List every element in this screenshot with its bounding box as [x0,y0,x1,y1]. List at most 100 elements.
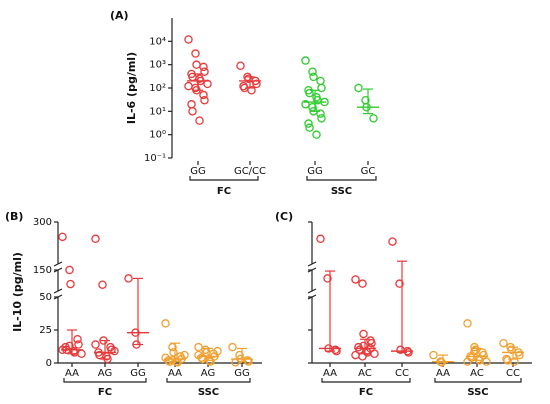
data-point [213,346,222,356]
y-tick-label: 10³ [149,60,166,71]
y-tick-label: 10⁻¹ [144,153,166,164]
data-point [58,232,67,242]
x-tick-label: AA [323,368,337,379]
data-point [110,346,119,356]
data-point [66,279,75,289]
x-tick-label: GG [190,166,206,177]
group-label: FC [359,387,373,398]
data-point [510,357,519,366]
y-axis-label: IL-10 (pg/ml) [11,252,24,332]
y-tick-label: 50 [39,292,52,303]
data-point [73,334,82,344]
group-label: FC [217,186,231,197]
data-point [309,72,318,82]
data-point [367,338,376,348]
data-point [316,234,325,244]
data-point [312,130,321,139]
data-point [74,340,83,349]
data-point [161,353,170,362]
data-point [499,338,508,348]
data-point [200,95,209,105]
data-point [305,88,314,98]
x-tick-label: GG [307,166,323,177]
data-point [191,49,200,58]
data-point [331,345,340,355]
data-point [507,345,516,355]
data-point [169,348,178,357]
y-tick-label: 25 [39,325,52,336]
group-label: FC [98,387,112,398]
data-point [429,350,438,360]
data-point [200,67,209,76]
data-point [317,114,326,123]
x-tick-label: AA [65,368,79,379]
y-tick-label: 10² [149,83,166,94]
axis-break [307,261,317,267]
group-label: SSC [331,186,352,197]
data-point [370,349,379,359]
data-point [359,329,368,339]
data-point [317,83,326,93]
x-tick-label: AA [436,368,450,379]
data-point [359,341,368,351]
data-point [199,90,208,100]
y-tick-label: 10⁴ [149,36,166,47]
data-point [369,114,378,123]
x-tick-label: GG [234,368,250,379]
data-point [199,62,208,72]
data-point [308,67,317,76]
data-point [161,319,170,328]
group-label: SSC [467,387,488,398]
panel-label: (B) [5,210,23,223]
group-bracket [321,378,411,383]
data-point [474,354,483,364]
x-tick-label: CC [506,368,520,379]
x-tick-label: GC/CC [234,166,266,177]
group-bracket [166,378,251,383]
data-point [388,237,397,246]
x-tick-label: AC [470,368,484,379]
data-point [470,346,479,356]
y-tick-label: 300 [33,217,52,228]
data-point [395,279,404,288]
data-point [354,83,363,93]
axis-break [53,288,63,294]
data-point [301,56,310,65]
data-point [243,356,252,365]
data-point [301,100,310,109]
group-bracket [63,378,147,383]
data-point [91,340,100,349]
data-point [187,100,196,109]
data-point [471,345,480,355]
data-point [65,265,74,275]
axis-break [53,261,63,267]
data-point [351,275,360,284]
axis-break [307,288,317,294]
y-tick-label: 150 [33,265,52,276]
x-tick-label: GC [361,166,376,177]
panel-label: (A) [110,9,129,22]
x-tick-label: GG [130,368,146,379]
data-point [305,123,314,132]
data-point [463,319,472,328]
data-point [482,357,491,366]
x-tick-label: AC [358,368,372,379]
data-point [188,107,197,116]
group-label: SSC [198,387,219,398]
data-point [98,280,107,289]
data-point [91,234,100,244]
data-point [247,86,256,95]
data-point [194,350,203,360]
data-point [184,81,193,91]
data-point [323,274,332,283]
data-point [358,279,367,288]
data-point [304,119,313,128]
group-bracket [434,378,522,383]
data-point [316,109,325,118]
data-point [206,357,215,366]
data-point [358,352,367,361]
x-tick-label: AG [201,368,215,379]
y-tick-label: 10⁰ [149,130,166,141]
x-tick-label: AG [98,368,112,379]
